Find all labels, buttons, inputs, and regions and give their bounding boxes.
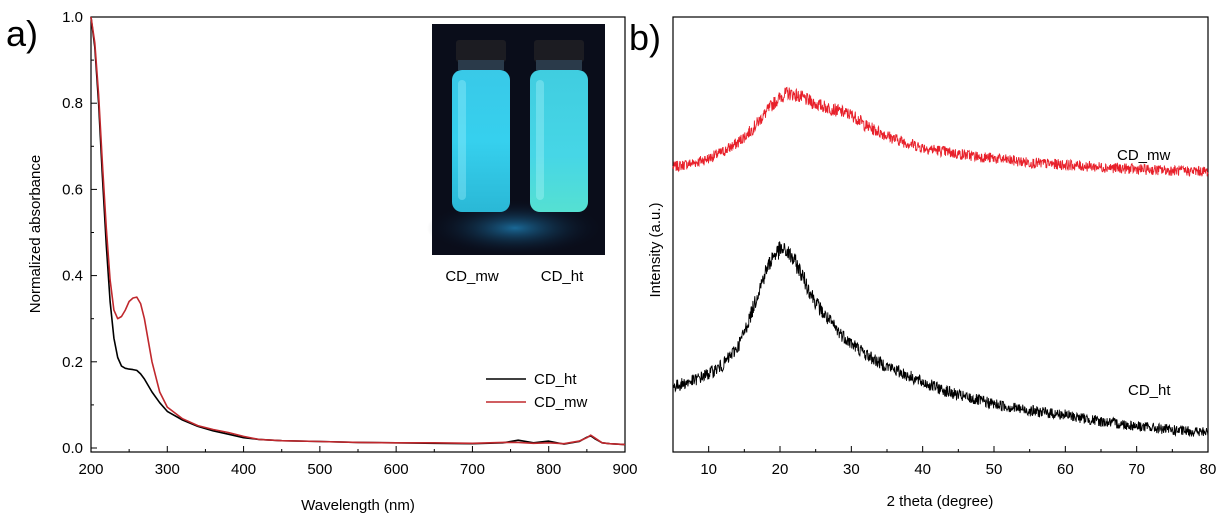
panel-a-y-axis-title: Normalized absorbance — [27, 155, 44, 313]
inset-label-cd-ht: CD_ht — [541, 268, 584, 285]
panel-a-legend: CD_ht CD_mw — [486, 371, 588, 411]
panel-a-chart: 200 300 400 500 600 700 800 900 0.0 0.2 0.4 0.6 0.8… — [27, 9, 638, 514]
vial-left-neck — [458, 60, 504, 70]
vial-right-highlight — [536, 80, 544, 200]
series-line-cd-mw — [672, 86, 1209, 177]
panel-b-x-ticks: 10 20 30 40 50 60 70 80 — [672, 446, 1216, 478]
panel-b-x-tick-label: 50 — [986, 461, 1003, 478]
panel-a-letter: a) — [6, 13, 38, 54]
panel-b-x-tick-label: 70 — [1128, 461, 1145, 478]
vials-photo — [427, 24, 605, 256]
vial-right-neck — [536, 60, 582, 70]
panel-b-x-tick-label: 10 — [700, 461, 717, 478]
vial-right-cap — [534, 40, 584, 62]
legend-label-cd-ht: CD_ht — [534, 371, 577, 388]
panel-a-y-tick-label: 0.2 — [62, 354, 83, 371]
vials-floor-glow — [427, 200, 603, 256]
panel-a-x-tick-label: 900 — [612, 461, 637, 478]
panel-a-y-tick-label: 1.0 — [62, 9, 83, 26]
panel-b-x-tick-label: 30 — [843, 461, 860, 478]
panel-b-x-tick-label: 60 — [1057, 461, 1074, 478]
panel-b-x-tick-label: 40 — [914, 461, 931, 478]
legend-label-cd-mw: CD_mw — [534, 394, 588, 411]
panel-b-x-tick-label: 80 — [1200, 461, 1216, 478]
panel-a-x-axis-title: Wavelength (nm) — [301, 497, 415, 514]
panel-a-y-tick-label: 0.0 — [62, 440, 83, 457]
panel-a-x-tick-label: 800 — [536, 461, 561, 478]
series-label-cd-ht: CD_ht — [1128, 382, 1171, 399]
panel-a-x-tick-label: 700 — [460, 461, 485, 478]
panel-b-series — [672, 86, 1209, 437]
panel-a-x-tick-label: 200 — [78, 461, 103, 478]
series-line-cd-mw — [90, 16, 626, 446]
series-line-cd-ht — [672, 241, 1209, 437]
panel-a-x-tick-label: 600 — [384, 461, 409, 478]
panel-a-x-tick-label: 400 — [231, 461, 256, 478]
panel-b-x-tick-label: 20 — [772, 461, 789, 478]
panel-a-x-tick-label: 500 — [307, 461, 332, 478]
panel-b-letter: b) — [629, 17, 661, 58]
panel-b-plot-frame — [672, 16, 1209, 453]
vial-right-body — [530, 70, 588, 212]
panel-a-x-tick-label: 300 — [155, 461, 180, 478]
panel-b-y-axis-title: Intensity (a.u.) — [647, 202, 664, 297]
panel-b-x-axis-title: 2 theta (degree) — [887, 493, 994, 510]
vial-left-cap — [456, 40, 506, 62]
panel-a-x-ticks: 200 300 400 500 600 700 800 900 — [78, 446, 638, 478]
panel-a-y-ticks: 0.0 0.2 0.4 0.6 0.8 1.0 — [62, 9, 97, 457]
vial-left-highlight — [458, 80, 466, 200]
panel-a-series — [90, 16, 626, 446]
series-label-cd-mw: CD_mw — [1117, 147, 1171, 164]
panel-a-y-tick-label: 0.4 — [62, 268, 83, 285]
panel-b-chart: 10 20 30 40 50 60 70 80 2 theta (degree) Intens… — [647, 16, 1216, 510]
inset-label-cd-mw: CD_mw — [445, 268, 499, 285]
panel-a-y-tick-label: 0.6 — [62, 181, 83, 198]
panel-a-y-tick-label: 0.8 — [62, 95, 83, 112]
vial-left-body — [452, 70, 510, 212]
